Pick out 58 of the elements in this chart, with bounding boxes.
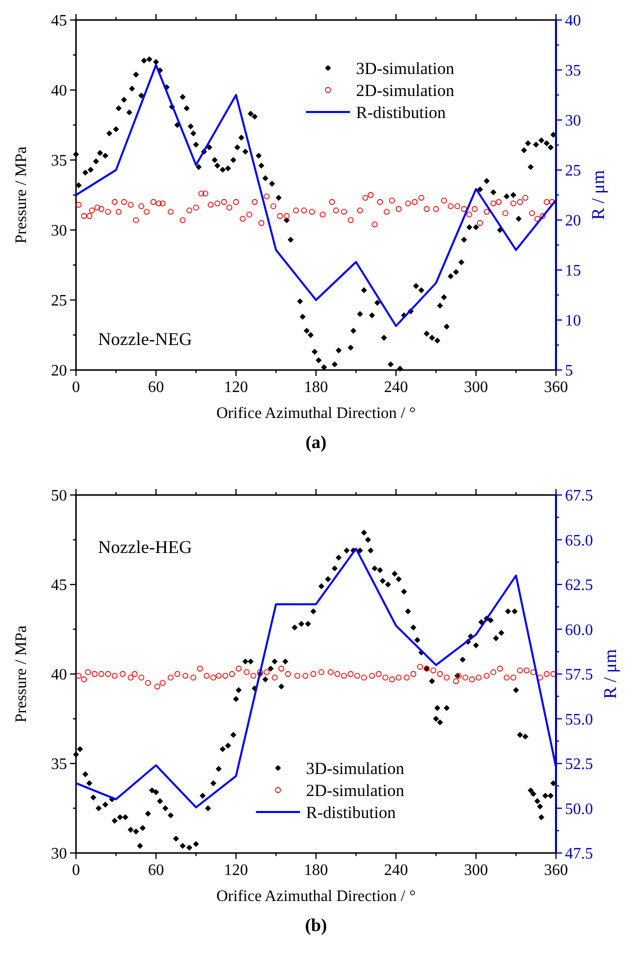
y2-tick-label: 10 [565,312,581,330]
legend-label: R-distibution [306,803,396,822]
x-axis-title: Orifice Azimuthal Direction / ° [216,888,416,905]
x-tick-label: 120 [224,379,248,396]
legend-label: 3D-simulation [306,759,405,778]
y2-tick-label: 57.5 [565,666,593,684]
y2-tick-label: 47.5 [565,846,593,862]
legend-label: 2D-simulation [306,781,405,800]
y2-tick-label: 35 [565,62,581,80]
y-tick-label: 35 [51,152,67,170]
y2-tick-label: 50.0 [565,800,593,818]
y-tick-label: 25 [51,292,67,310]
y-tick-label: 40 [51,666,67,684]
x-tick-label: 60 [148,862,164,879]
x-tick-label: 240 [384,862,408,879]
y2-axis-title: R / μm [588,170,608,220]
y2-axis-title: R / μm [600,649,620,699]
y-tick-label: 40 [51,82,67,100]
legend-label: 2D-simulation [356,81,455,100]
x-tick-label: 180 [304,379,328,396]
x-tick-label: 0 [72,862,80,879]
x-tick-label: 180 [304,862,328,879]
y-tick-label: 45 [51,577,67,594]
x-tick-label: 120 [224,862,248,879]
text: (b) [305,915,328,935]
y-tick-label: 30 [51,846,67,862]
y2-tick-label: 5 [565,362,573,380]
y2-tick-label: 15 [565,262,581,280]
y2-tick-label: 40 [565,12,581,30]
y-axis-title: Pressure / MPa [13,146,30,244]
x-tick-label: 360 [544,862,568,879]
y2-tick-label: 62.5 [565,577,593,594]
x-tick-label: 60 [148,379,164,396]
annotation: Nozzle-NEG [98,329,192,349]
y-tick-label: 35 [51,756,67,773]
x-tick-label: 300 [464,379,488,396]
legend-label: R-distibution [356,103,446,122]
y2-tick-label: 20 [565,212,581,230]
y2-tick-label: 52.5 [565,756,593,773]
y-tick-label: 50 [51,488,67,504]
x-tick-label: 240 [384,379,408,396]
y2-tick-label: 65.0 [565,532,593,550]
text: (a) [306,432,326,452]
y-tick-label: 45 [51,12,67,30]
y2-tick-label: 67.5 [565,488,593,504]
x-tick-label: 360 [544,379,568,396]
y-tick-label: 30 [51,222,67,240]
x-tick-label: 300 [464,862,488,879]
y2-tick-label: 55.0 [565,711,593,728]
y2-tick-label: 25 [565,162,581,180]
y-tick-label: 20 [51,362,67,380]
legend-label: 3D-simulation [356,59,455,78]
y-axis-title: Pressure / MPa [13,626,30,722]
x-tick-label: 0 [72,379,80,396]
y2-tick-label: 30 [565,112,581,130]
y2-tick-label: 60.0 [565,622,593,639]
annotation: Nozzle-HEG [98,537,192,557]
x-axis-title: Orifice Azimuthal Direction / ° [216,405,416,422]
